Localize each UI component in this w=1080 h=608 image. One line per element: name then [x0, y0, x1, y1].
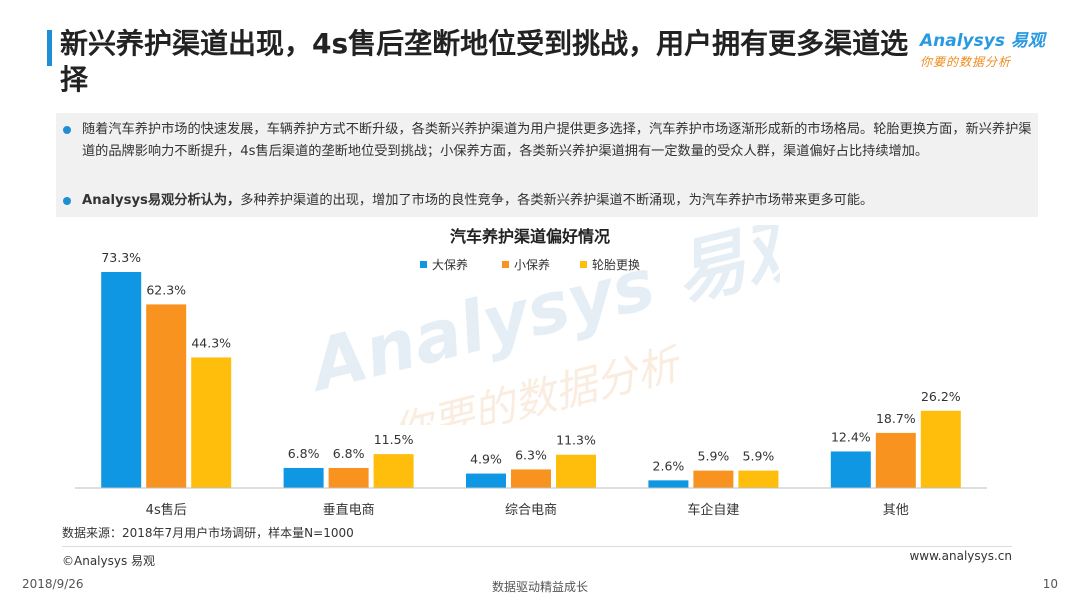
data-label-1-3: 44.3% [191, 335, 231, 350]
category-label-2: 垂直电商 [323, 503, 375, 518]
bullet-2-bold: Analysys易观分析认为， [82, 193, 241, 208]
data-label-4-1: 2.6% [653, 458, 685, 473]
report-date: 2018/9/26 [22, 577, 84, 591]
bar-4-2 [693, 470, 734, 488]
legend-label-2: 小保养 [514, 257, 550, 272]
bar-3-2 [511, 469, 551, 488]
data-label-3-2: 6.3% [515, 447, 547, 462]
website-link[interactable]: www.analysys.cn [909, 549, 1012, 563]
bar-3-1 [466, 473, 506, 488]
bar-5-2 [875, 432, 916, 488]
bar-1-3 [191, 357, 232, 488]
copyright: ©Analysys 易观 [62, 554, 156, 568]
page-number: 10 [1042, 577, 1058, 591]
data-label-5-1: 12.4% [831, 429, 871, 444]
bar-2-3 [373, 454, 414, 488]
bar-1-2 [146, 304, 187, 488]
bullet-1: 随着汽车养护市场的快速发展，车辆养护方式不断升级，各类新兴养护渠道为用户提供更多… [63, 119, 1032, 163]
data-source: 数据来源：2018年7月用户市场调研，样本量N=1000 [62, 526, 354, 540]
data-label-2-3: 11.5% [374, 432, 414, 447]
data-label-4-2: 5.9% [698, 449, 730, 464]
data-label-5-2: 18.7% [876, 411, 916, 426]
bullet-2-text: 多种养护渠道的出现，增加了市场的良性竞争，各类新兴养护渠道不断涌现，为汽车养护市… [240, 193, 874, 208]
category-label-4: 车企自建 [687, 502, 739, 518]
bar-4-3 [738, 470, 779, 488]
legend-swatch-1 [420, 261, 427, 268]
data-label-4-3: 5.9% [743, 449, 775, 464]
data-label-3-1: 4.9% [470, 452, 502, 467]
bullet-2: Analysys易观分析认为，多种养护渠道的出现，增加了市场的良性竞争，各类新兴… [63, 190, 1032, 212]
bar-4-1 [648, 480, 689, 488]
footer-divider [62, 546, 1012, 547]
title-accent-bar [47, 30, 52, 66]
category-label-5: 其他 [883, 503, 909, 518]
bar-2-2 [328, 467, 369, 488]
page-title: 新兴养护渠道出现，4s售后垄断地位受到挑战，用户拥有更多渠道选择 [60, 27, 909, 96]
data-label-1-2: 62.3% [146, 282, 186, 297]
summary-box: 随着汽车养护市场的快速发展，车辆养护方式不断升级，各类新兴养护渠道为用户提供更多… [56, 113, 1038, 217]
data-label-2-2: 6.8% [333, 446, 365, 461]
bar-2-1 [283, 467, 324, 488]
legend-label-3: 轮胎更换 [592, 258, 640, 272]
category-label-1: 4s售后 [146, 502, 187, 518]
bar-5-1 [830, 451, 871, 488]
bullet-dot-icon [63, 197, 71, 205]
legend-swatch-2 [502, 261, 509, 268]
chart-title: 汽车养护渠道偏好情况 [450, 227, 610, 246]
logo-tagline: 你要的数据分析 [920, 55, 1012, 69]
data-label-5-3: 26.2% [921, 389, 961, 404]
brand-logo: Analysys 易观 你要的数据分析 [920, 26, 1060, 70]
data-label-2-1: 6.8% [288, 446, 320, 461]
bar-1-1 [101, 272, 142, 488]
legend-label-1: 大保养 [432, 257, 468, 272]
data-label-3-3: 11.3% [556, 433, 596, 448]
legend-swatch-3 [580, 261, 587, 268]
slogan: 数据驱动精益成长 [491, 580, 588, 594]
bar-3-3 [556, 454, 596, 488]
data-label-1-1: 73.3% [101, 250, 141, 265]
bullet-dot-icon [63, 126, 71, 134]
category-label-3: 综合电商 [505, 503, 557, 518]
bar-5-3 [920, 410, 961, 488]
bullet-1-text: 随着汽车养护市场的快速发展，车辆养护方式不断升级，各类新兴养护渠道为用户提供更多… [82, 122, 1032, 159]
logo-brand-text: Analysys 易观 [920, 31, 1045, 51]
